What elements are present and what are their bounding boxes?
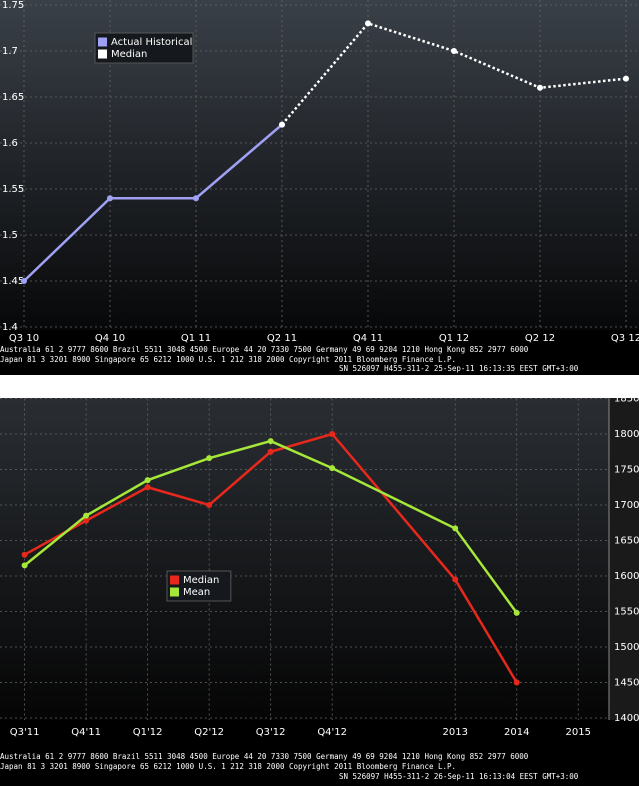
x-tick-label: 2014 xyxy=(504,727,529,738)
y-tick-label: 1.7 xyxy=(2,46,18,57)
footer-text: SN 526097 H455-311-2 26-Sep-11 16:13:04 … xyxy=(339,772,579,781)
data-point xyxy=(144,484,151,491)
data-point xyxy=(451,48,457,54)
axis-background xyxy=(609,398,639,720)
data-point xyxy=(21,562,28,569)
footer-text: SN 526097 H455-311-2 25-Sep-11 16:13:35 … xyxy=(339,364,579,373)
footer-text: Japan 81 3 3201 8900 Singapore 65 6212 1… xyxy=(0,355,456,364)
data-point xyxy=(365,20,371,27)
data-point xyxy=(452,576,459,583)
legend-label: Median xyxy=(183,575,219,586)
data-point xyxy=(206,502,213,508)
legend-label: Median xyxy=(111,49,147,60)
y-tick-label: 1.75 xyxy=(2,0,24,11)
y-tick-label: 1.5 xyxy=(2,230,18,241)
data-point xyxy=(279,121,285,128)
data-point xyxy=(83,517,90,524)
y-tick-label: 1.45 xyxy=(2,276,24,287)
data-point xyxy=(329,465,336,472)
legend-swatch xyxy=(98,49,107,59)
footer-text: Australia 61 2 9777 8600 Brazil 5511 304… xyxy=(0,752,529,761)
legend-swatch xyxy=(170,587,179,597)
data-point xyxy=(513,609,520,616)
x-tick-label: Q1 12 xyxy=(439,333,469,344)
x-tick-label: 2013 xyxy=(442,727,467,738)
x-tick-label: Q3'12 xyxy=(256,727,286,738)
x-tick-label: Q4'12 xyxy=(317,727,347,738)
x-tick-label: Q2 11 xyxy=(267,333,297,344)
y-tick-label: 1850 xyxy=(614,394,639,405)
footer-text: Australia 61 2 9777 8600 Brazil 5511 304… xyxy=(0,345,529,354)
footer-background xyxy=(0,720,639,786)
x-tick-label: Q4 10 xyxy=(95,333,125,344)
y-tick-label: 1550 xyxy=(614,607,639,618)
data-point xyxy=(107,195,113,202)
x-tick-label: Q3'11 xyxy=(10,727,40,738)
y-tick-label: 1.4 xyxy=(2,322,18,333)
x-tick-label: Q4 11 xyxy=(353,333,383,344)
y-tick-label: 1500 xyxy=(614,642,639,653)
data-point xyxy=(537,84,543,91)
plot-background xyxy=(0,398,609,720)
x-tick-label: Q3 12 xyxy=(611,333,639,344)
x-tick-label: Q4'11 xyxy=(71,727,101,738)
data-point xyxy=(623,75,629,82)
data-point xyxy=(144,477,151,484)
x-tick-label: Q2'12 xyxy=(194,727,224,738)
series-line xyxy=(24,432,518,684)
y-tick-label: 1650 xyxy=(614,536,639,547)
data-point xyxy=(267,438,274,445)
x-tick-label: Q2 12 xyxy=(525,333,555,344)
series-line xyxy=(23,439,518,614)
footer-text: Japan 81 3 3201 8900 Singapore 65 6212 1… xyxy=(0,762,456,771)
data-point xyxy=(21,551,28,558)
y-tick-label: 1450 xyxy=(614,678,639,689)
legend-swatch xyxy=(98,37,107,47)
data-point xyxy=(83,512,90,519)
x-tick-label: 2015 xyxy=(566,727,591,738)
data-point xyxy=(193,195,199,202)
series-line xyxy=(281,21,627,126)
y-tick-label: 1.6 xyxy=(2,138,18,149)
y-tick-label: 1700 xyxy=(614,500,639,511)
y-tick-label: 1400 xyxy=(614,713,639,724)
y-tick-label: 1750 xyxy=(614,465,639,476)
series-line xyxy=(23,123,283,282)
footer-background xyxy=(0,330,639,375)
data-point xyxy=(513,679,520,686)
y-tick-label: 1600 xyxy=(614,571,639,582)
legend-swatch xyxy=(170,575,179,585)
legend-label: Actual Historical xyxy=(111,37,192,48)
data-point xyxy=(267,448,274,455)
data-point xyxy=(21,278,27,284)
y-tick-label: 1.65 xyxy=(2,92,24,103)
x-tick-label: Q3 10 xyxy=(9,333,39,344)
legend-label: Mean xyxy=(183,587,210,598)
x-tick-label: Q1'12 xyxy=(133,727,163,738)
x-tick-label: Q1 11 xyxy=(181,333,211,344)
data-point xyxy=(452,525,459,532)
y-tick-label: 1800 xyxy=(614,429,639,440)
data-point xyxy=(206,455,213,462)
data-point xyxy=(329,431,336,437)
legend-box xyxy=(94,32,194,64)
y-tick-label: 1.55 xyxy=(2,184,24,195)
